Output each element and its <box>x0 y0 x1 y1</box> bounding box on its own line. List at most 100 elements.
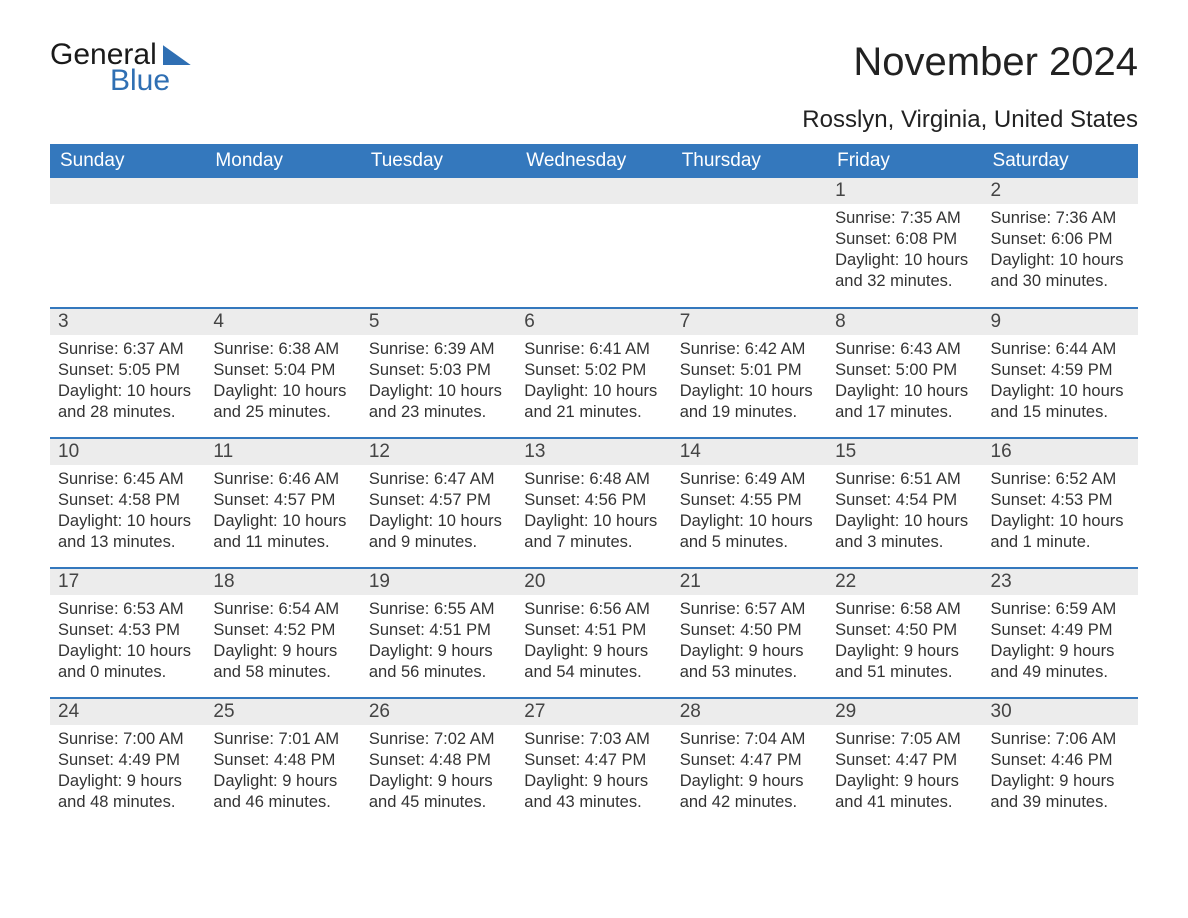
daylight-line: Daylight: 9 hours and 49 minutes. <box>991 641 1130 683</box>
day-number <box>516 178 671 204</box>
logo-flag-icon <box>163 45 191 65</box>
daylight-line: Daylight: 9 hours and 42 minutes. <box>680 771 819 813</box>
calendar-cell: 22Sunrise: 6:58 AMSunset: 4:50 PMDayligh… <box>827 568 982 698</box>
sunset-line: Sunset: 4:54 PM <box>835 490 974 511</box>
sunrise-line: Sunrise: 6:46 AM <box>213 469 352 490</box>
daylight-line: Daylight: 10 hours and 7 minutes. <box>524 511 663 553</box>
sunrise-line: Sunrise: 6:47 AM <box>369 469 508 490</box>
day-number: 29 <box>827 699 982 725</box>
day-body: Sunrise: 7:00 AMSunset: 4:49 PMDaylight:… <box>50 725 205 823</box>
sunset-line: Sunset: 5:03 PM <box>369 360 508 381</box>
sunrise-line: Sunrise: 6:57 AM <box>680 599 819 620</box>
daylight-line: Daylight: 9 hours and 41 minutes. <box>835 771 974 813</box>
calendar-cell: 9Sunrise: 6:44 AMSunset: 4:59 PMDaylight… <box>983 308 1138 438</box>
day-body: Sunrise: 6:53 AMSunset: 4:53 PMDaylight:… <box>50 595 205 693</box>
sunrise-line: Sunrise: 6:59 AM <box>991 599 1130 620</box>
daylight-line: Daylight: 9 hours and 56 minutes. <box>369 641 508 683</box>
calendar-cell: 14Sunrise: 6:49 AMSunset: 4:55 PMDayligh… <box>672 438 827 568</box>
calendar-week-row: 17Sunrise: 6:53 AMSunset: 4:53 PMDayligh… <box>50 568 1138 698</box>
daylight-line: Daylight: 9 hours and 58 minutes. <box>213 641 352 683</box>
calendar-cell: 13Sunrise: 6:48 AMSunset: 4:56 PMDayligh… <box>516 438 671 568</box>
sunrise-line: Sunrise: 6:44 AM <box>991 339 1130 360</box>
day-number: 9 <box>983 309 1138 335</box>
day-body: Sunrise: 7:06 AMSunset: 4:46 PMDaylight:… <box>983 725 1138 823</box>
day-number: 12 <box>361 439 516 465</box>
sunrise-line: Sunrise: 6:48 AM <box>524 469 663 490</box>
daylight-line: Daylight: 10 hours and 23 minutes. <box>369 381 508 423</box>
sunset-line: Sunset: 4:48 PM <box>213 750 352 771</box>
day-number: 16 <box>983 439 1138 465</box>
day-body: Sunrise: 6:37 AMSunset: 5:05 PMDaylight:… <box>50 335 205 433</box>
daylight-line: Daylight: 9 hours and 45 minutes. <box>369 771 508 813</box>
sunset-line: Sunset: 4:46 PM <box>991 750 1130 771</box>
calendar-cell: 4Sunrise: 6:38 AMSunset: 5:04 PMDaylight… <box>205 308 360 438</box>
sunrise-line: Sunrise: 6:45 AM <box>58 469 197 490</box>
day-number: 22 <box>827 569 982 595</box>
sunrise-line: Sunrise: 7:00 AM <box>58 729 197 750</box>
sunrise-line: Sunrise: 6:38 AM <box>213 339 352 360</box>
weekday-header: Sunday <box>50 144 205 178</box>
weekday-header: Tuesday <box>361 144 516 178</box>
daylight-line: Daylight: 10 hours and 3 minutes. <box>835 511 974 553</box>
calendar-week-row: 24Sunrise: 7:00 AMSunset: 4:49 PMDayligh… <box>50 698 1138 828</box>
day-body: Sunrise: 6:55 AMSunset: 4:51 PMDaylight:… <box>361 595 516 693</box>
daylight-line: Daylight: 9 hours and 46 minutes. <box>213 771 352 813</box>
month-title: November 2024 <box>853 40 1138 85</box>
daylight-line: Daylight: 10 hours and 9 minutes. <box>369 511 508 553</box>
day-body: Sunrise: 6:38 AMSunset: 5:04 PMDaylight:… <box>205 335 360 433</box>
location-subtitle: Rosslyn, Virginia, United States <box>50 106 1138 134</box>
calendar-cell: 11Sunrise: 6:46 AMSunset: 4:57 PMDayligh… <box>205 438 360 568</box>
sunset-line: Sunset: 4:57 PM <box>213 490 352 511</box>
day-number: 7 <box>672 309 827 335</box>
sunset-line: Sunset: 4:51 PM <box>524 620 663 641</box>
daylight-line: Daylight: 10 hours and 28 minutes. <box>58 381 197 423</box>
day-body: Sunrise: 7:02 AMSunset: 4:48 PMDaylight:… <box>361 725 516 823</box>
sunrise-line: Sunrise: 7:06 AM <box>991 729 1130 750</box>
day-body: Sunrise: 7:36 AMSunset: 6:06 PMDaylight:… <box>983 204 1138 302</box>
day-number: 25 <box>205 699 360 725</box>
sunset-line: Sunset: 4:58 PM <box>58 490 197 511</box>
sunrise-line: Sunrise: 7:02 AM <box>369 729 508 750</box>
sunrise-line: Sunrise: 6:42 AM <box>680 339 819 360</box>
calendar-cell: 20Sunrise: 6:56 AMSunset: 4:51 PMDayligh… <box>516 568 671 698</box>
calendar-cell <box>516 178 671 308</box>
day-number: 30 <box>983 699 1138 725</box>
daylight-line: Daylight: 10 hours and 19 minutes. <box>680 381 819 423</box>
calendar-header-row: SundayMondayTuesdayWednesdayThursdayFrid… <box>50 144 1138 178</box>
sunrise-line: Sunrise: 6:37 AM <box>58 339 197 360</box>
sunrise-line: Sunrise: 7:01 AM <box>213 729 352 750</box>
day-number: 23 <box>983 569 1138 595</box>
calendar-cell: 29Sunrise: 7:05 AMSunset: 4:47 PMDayligh… <box>827 698 982 828</box>
sunrise-line: Sunrise: 7:35 AM <box>835 208 974 229</box>
daylight-line: Daylight: 10 hours and 11 minutes. <box>213 511 352 553</box>
calendar-cell: 21Sunrise: 6:57 AMSunset: 4:50 PMDayligh… <box>672 568 827 698</box>
calendar-cell: 8Sunrise: 6:43 AMSunset: 5:00 PMDaylight… <box>827 308 982 438</box>
day-body: Sunrise: 6:54 AMSunset: 4:52 PMDaylight:… <box>205 595 360 693</box>
sunrise-line: Sunrise: 6:52 AM <box>991 469 1130 490</box>
sunrise-line: Sunrise: 6:41 AM <box>524 339 663 360</box>
calendar-cell: 7Sunrise: 6:42 AMSunset: 5:01 PMDaylight… <box>672 308 827 438</box>
day-body: Sunrise: 6:43 AMSunset: 5:00 PMDaylight:… <box>827 335 982 433</box>
calendar-cell: 10Sunrise: 6:45 AMSunset: 4:58 PMDayligh… <box>50 438 205 568</box>
weekday-header: Thursday <box>672 144 827 178</box>
calendar-cell: 23Sunrise: 6:59 AMSunset: 4:49 PMDayligh… <box>983 568 1138 698</box>
sunset-line: Sunset: 4:50 PM <box>680 620 819 641</box>
day-number: 28 <box>672 699 827 725</box>
calendar-cell: 26Sunrise: 7:02 AMSunset: 4:48 PMDayligh… <box>361 698 516 828</box>
day-number: 26 <box>361 699 516 725</box>
calendar-cell <box>50 178 205 308</box>
day-body: Sunrise: 7:01 AMSunset: 4:48 PMDaylight:… <box>205 725 360 823</box>
sunset-line: Sunset: 4:51 PM <box>369 620 508 641</box>
weekday-header: Wednesday <box>516 144 671 178</box>
day-body <box>50 204 205 218</box>
day-number: 6 <box>516 309 671 335</box>
day-number: 17 <box>50 569 205 595</box>
sunrise-line: Sunrise: 6:53 AM <box>58 599 197 620</box>
day-number: 3 <box>50 309 205 335</box>
daylight-line: Daylight: 9 hours and 53 minutes. <box>680 641 819 683</box>
day-number <box>50 178 205 204</box>
sunset-line: Sunset: 4:56 PM <box>524 490 663 511</box>
weekday-header: Friday <box>827 144 982 178</box>
daylight-line: Daylight: 10 hours and 32 minutes. <box>835 250 974 292</box>
calendar-cell: 15Sunrise: 6:51 AMSunset: 4:54 PMDayligh… <box>827 438 982 568</box>
